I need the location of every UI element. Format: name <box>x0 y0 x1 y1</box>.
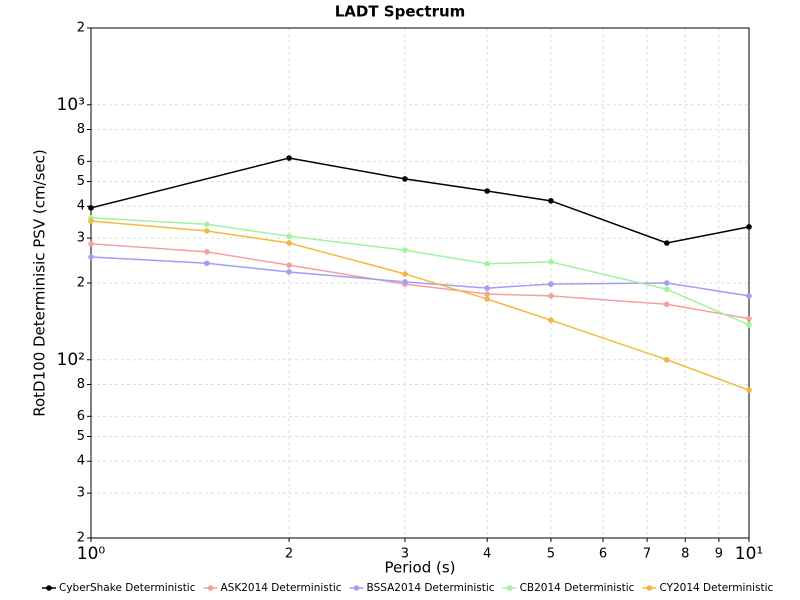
data-point <box>746 322 752 328</box>
data-point <box>286 269 292 275</box>
y-tick-label: 6 <box>77 409 85 424</box>
legend: CyberShake Deterministic ASK2014 Determin… <box>42 582 774 594</box>
legend-label: CY2014 Deterministic <box>659 582 773 594</box>
x-tick-label: 5 <box>547 547 555 562</box>
data-point <box>286 233 292 240</box>
data-point <box>484 260 490 267</box>
y-tick-label: 2 <box>77 531 85 546</box>
x-tick-label: 3 <box>401 547 409 562</box>
data-point <box>88 254 94 260</box>
series-line <box>90 256 750 297</box>
series-line <box>90 157 750 244</box>
data-point <box>402 271 408 277</box>
data-point <box>484 291 490 297</box>
data-point <box>204 260 210 267</box>
legend-label: BSSA2014 Deterministic <box>367 582 495 594</box>
series-line <box>90 220 750 391</box>
x-tick-label: 4 <box>483 547 491 562</box>
x-tick-label: 8 <box>681 547 689 562</box>
data-point <box>548 259 554 265</box>
x-tick-label: 9 <box>715 547 723 562</box>
legend-marker <box>646 585 653 591</box>
y-tick-label: 4 <box>77 454 85 469</box>
data-point <box>286 155 292 161</box>
y-tick-label: 10³ <box>57 95 85 115</box>
legend-marker <box>353 585 360 591</box>
data-point <box>402 176 408 182</box>
chart-title: LADT Spectrum <box>335 3 466 21</box>
x-tick-label: 6 <box>599 547 607 562</box>
x-tick-label: 7 <box>643 547 651 562</box>
data-point <box>663 280 670 286</box>
x-tick-label: 10⁰ <box>77 544 106 564</box>
data-point <box>204 249 210 255</box>
data-point <box>484 296 490 302</box>
legend-label: ASK2014 Deterministic <box>221 582 342 594</box>
data-point <box>484 188 490 194</box>
data-point <box>204 221 210 228</box>
data-point <box>663 240 670 246</box>
data-point <box>746 224 752 230</box>
data-point <box>548 317 554 323</box>
y-tick-label: 5 <box>77 429 85 444</box>
data-point <box>746 293 752 299</box>
data-point <box>204 228 210 234</box>
y-axis-title: RotD100 Determinisic PSV (cm/sec) <box>31 149 49 417</box>
x-tick-label: 2 <box>285 547 293 562</box>
y-tick-label: 3 <box>77 486 85 501</box>
data-point <box>286 262 292 268</box>
data-point <box>88 205 94 211</box>
y-tick-label: 8 <box>77 122 85 137</box>
legend-marker <box>46 585 52 591</box>
legend-marker <box>506 585 513 591</box>
data-point <box>88 218 94 224</box>
y-tick-label: 10² <box>57 350 85 370</box>
x-axis-title: Period (s) <box>384 559 455 577</box>
y-tick-label: 2 <box>77 21 85 36</box>
series-line <box>90 243 750 320</box>
legend-label: CyberShake Deterministic <box>59 582 196 594</box>
y-tick-label: 2 <box>77 276 85 291</box>
data-point <box>548 198 554 204</box>
data-point <box>746 315 752 322</box>
data-point <box>663 356 670 363</box>
data-point <box>286 240 292 246</box>
y-tick-label: 6 <box>77 154 85 169</box>
data-point <box>548 293 554 299</box>
data-point <box>484 285 490 291</box>
legend-marker <box>207 585 214 591</box>
series-line <box>90 217 750 326</box>
data-point <box>663 301 670 308</box>
data-point <box>402 279 408 285</box>
data-point <box>88 240 94 247</box>
data-point <box>746 387 752 393</box>
y-tick-label: 5 <box>77 174 85 189</box>
y-tick-label: 3 <box>77 231 85 246</box>
data-point <box>402 247 408 253</box>
data-point <box>663 286 670 293</box>
x-tick-label: 10¹ <box>735 544 763 564</box>
legend-label: CB2014 Deterministic <box>520 582 635 594</box>
y-tick-label: 4 <box>77 199 85 214</box>
y-tick-label: 8 <box>77 377 85 392</box>
data-point <box>548 281 554 287</box>
